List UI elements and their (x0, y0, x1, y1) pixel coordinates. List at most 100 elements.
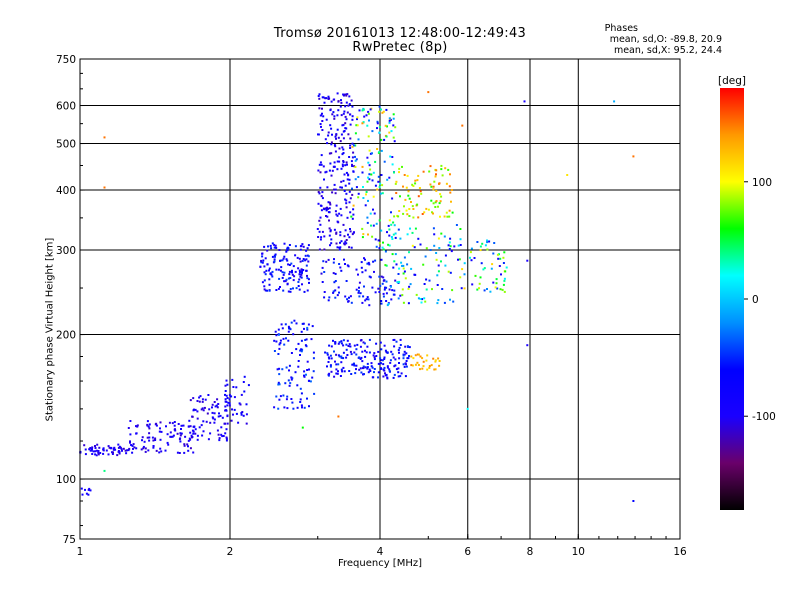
data-point (313, 392, 316, 395)
data-point (362, 233, 365, 236)
data-point (435, 169, 438, 172)
data-point (367, 161, 370, 164)
data-point (405, 209, 408, 212)
data-point (290, 378, 293, 381)
data-point (200, 424, 203, 427)
data-point (410, 267, 413, 270)
data-point (422, 263, 425, 266)
data-point (187, 449, 190, 452)
data-point (372, 208, 374, 211)
data-point (479, 245, 482, 248)
data-point (384, 264, 387, 267)
data-point (80, 487, 83, 490)
data-point (116, 454, 119, 457)
data-point (189, 447, 192, 450)
data-point (310, 338, 313, 341)
data-point (337, 342, 340, 345)
data-point (183, 443, 186, 446)
data-point (180, 428, 182, 430)
data-point (320, 272, 323, 275)
data-point (380, 359, 383, 362)
data-point (306, 328, 309, 331)
data-point (342, 93, 345, 96)
data-point (397, 273, 400, 275)
data-point (349, 230, 352, 233)
data-point (321, 107, 323, 110)
data-point (341, 165, 344, 168)
data-point (340, 342, 343, 345)
data-point (300, 273, 303, 276)
data-point (305, 258, 308, 261)
data-point (298, 273, 301, 276)
data-point (405, 363, 407, 366)
data-point (213, 421, 216, 424)
data-point (317, 202, 320, 205)
data-point (235, 386, 238, 389)
data-point (445, 182, 448, 185)
data-point (388, 219, 391, 222)
data-point (328, 344, 331, 347)
data-point (392, 356, 395, 359)
data-point (422, 170, 425, 173)
data-point (378, 275, 381, 278)
data-point (403, 174, 406, 176)
data-point (326, 215, 329, 218)
data-point (326, 142, 329, 145)
data-point (357, 273, 359, 276)
data-point (194, 432, 197, 435)
data-point (224, 405, 227, 408)
data-point (276, 368, 279, 371)
data-point (281, 259, 284, 262)
data-point (380, 138, 383, 141)
data-point (359, 292, 362, 295)
data-point (265, 269, 268, 272)
data-point (348, 190, 351, 193)
data-point (330, 345, 333, 348)
data-point (279, 395, 282, 398)
data-point (444, 264, 447, 267)
data-point (281, 327, 284, 330)
data-point (367, 199, 369, 202)
data-point (474, 274, 477, 277)
data-point (274, 330, 277, 333)
data-point (355, 368, 357, 371)
data-point (407, 357, 410, 360)
data-point (114, 448, 117, 451)
data-point (226, 383, 229, 386)
data-point (394, 126, 397, 129)
data-point (279, 259, 282, 262)
data-point (102, 452, 105, 455)
data-point (435, 173, 437, 176)
data-point (341, 124, 344, 127)
data-point (438, 247, 441, 249)
data-point (96, 443, 99, 446)
data-point (179, 437, 182, 440)
data-point (226, 397, 229, 399)
data-point (447, 168, 450, 171)
data-point (128, 447, 131, 450)
data-point (323, 296, 326, 299)
data-point (349, 295, 352, 298)
data-point (223, 422, 226, 425)
data-point (434, 360, 437, 363)
data-point (459, 238, 462, 241)
data-point (326, 353, 329, 356)
data-point (316, 228, 319, 230)
data-point (217, 415, 220, 418)
data-point (330, 127, 333, 130)
data-point (498, 265, 501, 267)
data-point (334, 289, 337, 292)
data-point (286, 407, 289, 410)
data-point (308, 368, 310, 371)
data-point (457, 244, 460, 247)
data-point (321, 191, 324, 194)
data-point (218, 439, 221, 442)
data-point (326, 365, 328, 368)
data-point (289, 277, 292, 279)
colorbar-tick-label: -100 (752, 411, 776, 423)
data-point (381, 192, 384, 195)
data-point (320, 195, 323, 198)
data-point (392, 221, 395, 224)
data-point (94, 450, 97, 453)
